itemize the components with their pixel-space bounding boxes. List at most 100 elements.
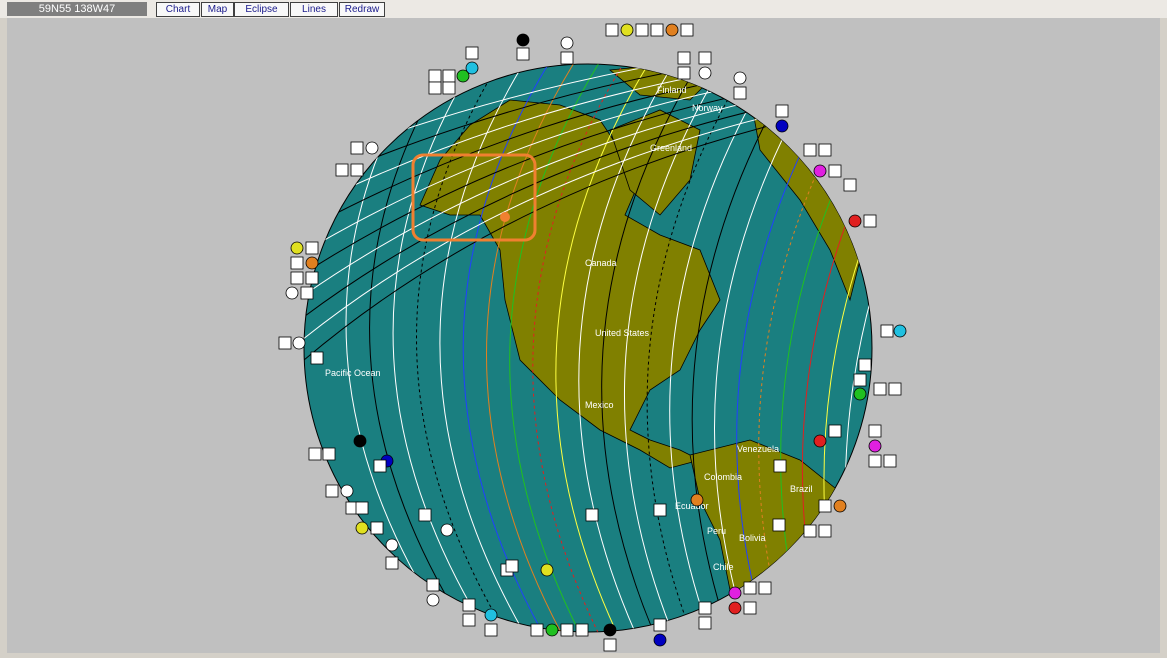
- planet-glyph: [650, 23, 664, 37]
- planet-glyph: [290, 256, 304, 270]
- planet-line: [369, 64, 486, 632]
- toolbar-button[interactable]: Map: [201, 2, 234, 17]
- planet-line: [555, 64, 653, 632]
- planet-glyph: [355, 521, 369, 535]
- planet-glyph: [350, 163, 364, 177]
- planet-glyph: [605, 23, 619, 37]
- map-view: Finland Norway Greenland Canada United State…: [7, 18, 1160, 653]
- planet-glyph: [456, 69, 470, 83]
- planet-glyph: [530, 623, 544, 637]
- planet-glyph: [698, 616, 712, 630]
- toolbar-button[interactable]: Chart: [156, 2, 200, 17]
- map-label: Peru: [707, 526, 726, 536]
- planet-glyph: [516, 47, 530, 61]
- planet-glyph: [505, 559, 519, 573]
- planet-glyph: [442, 81, 456, 95]
- planet-glyph: [292, 336, 306, 350]
- planet-glyph: [603, 638, 617, 652]
- planet-glyph: [370, 521, 384, 535]
- planet-glyph: [653, 618, 667, 632]
- planet-glyph: [484, 623, 498, 637]
- planet-glyph: [863, 214, 877, 228]
- planet-glyph: [775, 119, 789, 133]
- toolbar-button[interactable]: Eclipse: [234, 2, 289, 17]
- planet-glyph: [305, 271, 319, 285]
- planet-glyph: [484, 608, 498, 622]
- map-label: Venezuela: [737, 444, 779, 454]
- planet-glyph: [355, 501, 369, 515]
- planet-glyph: [426, 578, 440, 592]
- planet-glyph: [873, 382, 887, 396]
- planet-glyph: [772, 518, 786, 532]
- planet-glyph: [733, 71, 747, 85]
- planet-glyph: [690, 493, 704, 507]
- planet-line: [439, 64, 540, 632]
- planet-glyph: [803, 524, 817, 538]
- planet-glyph: [325, 484, 339, 498]
- map-label: Greenland: [650, 143, 692, 153]
- toolbar: 59N55 138W47 Chart Map Eclipse Lines Redraw: [0, 0, 1167, 18]
- planet-glyph: [853, 387, 867, 401]
- planet-glyph: [426, 593, 440, 607]
- planet-glyph: [560, 51, 574, 65]
- planet-glyph: [743, 601, 757, 615]
- map-label: Finland: [657, 85, 687, 95]
- planet-glyph: [728, 586, 742, 600]
- planet-glyph: [290, 271, 304, 285]
- planet-glyph: [385, 538, 399, 552]
- toolbar-button[interactable]: Lines: [290, 2, 338, 17]
- planet-glyph: [880, 324, 894, 338]
- planet-glyph: [585, 508, 599, 522]
- toolbar-button[interactable]: Redraw: [339, 2, 385, 17]
- planet-glyph: [677, 51, 691, 65]
- planet-glyph: [665, 23, 679, 37]
- planet-glyph: [465, 61, 479, 75]
- planet-glyph: [773, 459, 787, 473]
- planet-glyph: [373, 459, 387, 473]
- planet-glyph: [698, 51, 712, 65]
- planet-glyph: [603, 623, 617, 637]
- planet-glyph: [462, 613, 476, 627]
- planet-glyph: [385, 556, 399, 570]
- map-label: United States: [595, 328, 650, 338]
- planet-glyph: [285, 286, 299, 300]
- planet-glyph: [680, 23, 694, 37]
- planet-glyph: [428, 81, 442, 95]
- planet-glyph: [308, 447, 322, 461]
- planet-glyph: [290, 241, 304, 255]
- planet-glyph: [278, 336, 292, 350]
- planet-glyph: [758, 581, 772, 595]
- planet-glyph: [888, 382, 902, 396]
- planet-glyph: [305, 256, 319, 270]
- planet-glyph: [428, 69, 442, 83]
- planet-glyph: [677, 66, 691, 80]
- planet-glyph: [893, 324, 907, 338]
- planet-glyph: [653, 503, 667, 517]
- planet-glyph: [335, 163, 349, 177]
- planet-glyph: [516, 33, 530, 47]
- planet-glyph: [848, 214, 862, 228]
- planet-glyph: [868, 439, 882, 453]
- land: [419, 64, 861, 621]
- planet-glyph: [813, 434, 827, 448]
- planet-line: [486, 64, 578, 632]
- map-label: Brazil: [790, 484, 813, 494]
- planet-line: [691, 64, 803, 632]
- map-label: Mexico: [585, 400, 614, 410]
- map-label: Bolivia: [739, 533, 766, 543]
- planet-glyph: [440, 523, 454, 537]
- planet-glyph: [698, 66, 712, 80]
- location-marker: [500, 212, 510, 222]
- planet-glyph: [743, 581, 757, 595]
- planet-glyph: [340, 484, 354, 498]
- planet-line: [865, 64, 872, 632]
- planet-line: [392, 64, 504, 632]
- map-label: Ecuador: [675, 501, 709, 511]
- planet-glyph: [560, 36, 574, 50]
- planet-glyph: [868, 424, 882, 438]
- planet-glyph: [465, 46, 479, 60]
- planet-line: [669, 64, 778, 632]
- planet-glyph: [818, 524, 832, 538]
- planet-glyph: [728, 601, 742, 615]
